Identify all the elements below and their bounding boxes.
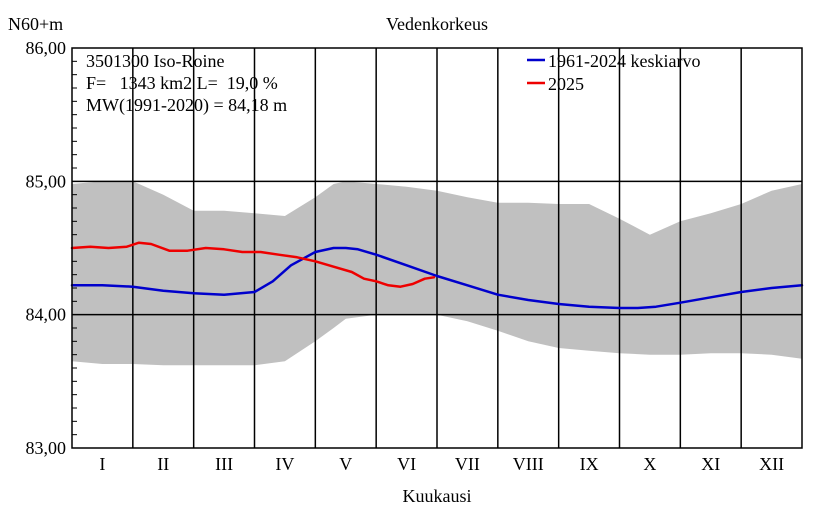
legend-label-mean: 1961-2024 keskiarvo xyxy=(548,51,700,71)
mean-water-info: MW(1991-2020) = 84,18 m xyxy=(86,95,287,116)
series-layer xyxy=(70,241,804,310)
month-tick-label: IV xyxy=(275,454,294,474)
legend: 1961-2024 keskiarvo 2025 xyxy=(527,51,700,94)
series-line-2025 xyxy=(70,241,436,288)
y-tick-label: 85,00 xyxy=(26,171,67,191)
y-tick-label: 83,00 xyxy=(26,438,67,458)
month-tick-label: I xyxy=(99,454,105,474)
y-tick-label: 86,00 xyxy=(26,38,67,58)
month-tick-label: VIII xyxy=(513,454,544,474)
month-tick-label: VI xyxy=(397,454,416,474)
month-tick-label: VII xyxy=(455,454,480,474)
month-tick-label: IX xyxy=(580,454,599,474)
legend-label-2025: 2025 xyxy=(548,74,584,94)
info-box: 3501300 Iso-Roine F= 1343 km2 L= 19,0 % … xyxy=(86,51,287,116)
month-tick-label: III xyxy=(215,454,233,474)
month-tick-label: X xyxy=(643,454,656,474)
month-tick-label: XI xyxy=(701,454,720,474)
month-tick-label: II xyxy=(157,454,169,474)
area-info: F= 1343 km2 L= 19,0 % xyxy=(86,73,278,93)
series-line-mean xyxy=(70,246,804,310)
grid-layer xyxy=(72,48,802,448)
x-axis-label: Kuukausi xyxy=(403,486,472,506)
y-axis-label: N60+m xyxy=(8,14,63,34)
plot-frame xyxy=(71,47,803,449)
station-name: 3501300 Iso-Roine xyxy=(86,51,225,71)
y-tick-label: 84,00 xyxy=(26,305,67,325)
chart-title: Vedenkorkeus xyxy=(386,14,488,34)
month-tick-label: XII xyxy=(759,454,784,474)
month-tick-label: V xyxy=(339,454,352,474)
